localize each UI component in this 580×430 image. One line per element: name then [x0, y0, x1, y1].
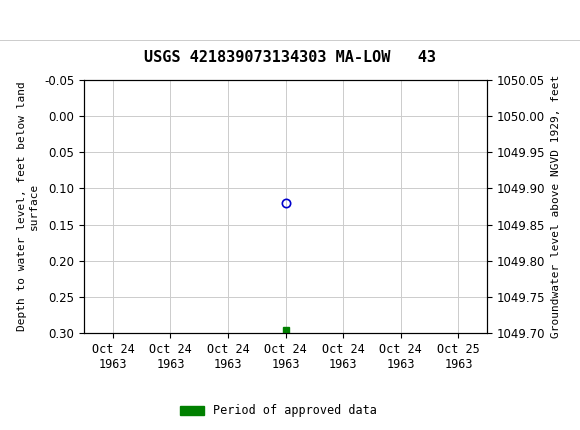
Bar — [0, 0, 38, 41]
Text: USGS 421839073134303 MA-LOW   43: USGS 421839073134303 MA-LOW 43 — [144, 49, 436, 64]
Y-axis label: Depth to water level, feet below land
surface: Depth to water level, feet below land su… — [17, 82, 39, 331]
Y-axis label: Groundwater level above NGVD 1929, feet: Groundwater level above NGVD 1929, feet — [551, 75, 561, 338]
Text: USGS: USGS — [38, 12, 93, 29]
Legend: Period of approved data: Period of approved data — [175, 399, 382, 422]
